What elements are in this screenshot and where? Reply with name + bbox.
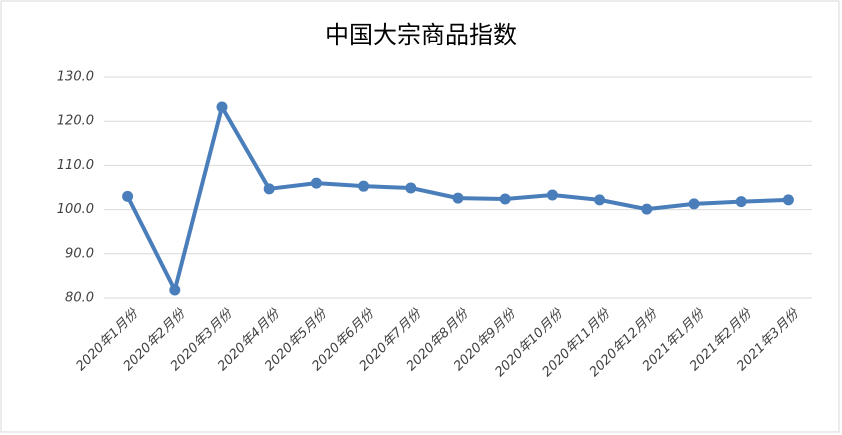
point [263, 183, 275, 195]
point [405, 182, 417, 194]
point [594, 194, 606, 206]
point [499, 193, 511, 205]
point [358, 180, 370, 192]
point [169, 284, 181, 296]
y-tick-label: 130.0 [57, 70, 94, 85]
point [546, 189, 558, 201]
point [688, 198, 700, 210]
point [216, 101, 228, 113]
y-tick-label: 90.0 [65, 246, 94, 261]
point [735, 196, 747, 208]
point [310, 177, 322, 189]
chart-title: 中国大宗商品指数 [325, 21, 517, 49]
y-tick-label: 80.0 [65, 291, 94, 306]
y-tick-label: 110.0 [57, 158, 94, 173]
y-tick-label: 120.0 [57, 114, 94, 129]
point [782, 194, 794, 206]
point [122, 190, 134, 202]
point [641, 203, 653, 215]
point [452, 192, 464, 204]
y-tick-label: 100.0 [57, 202, 94, 217]
